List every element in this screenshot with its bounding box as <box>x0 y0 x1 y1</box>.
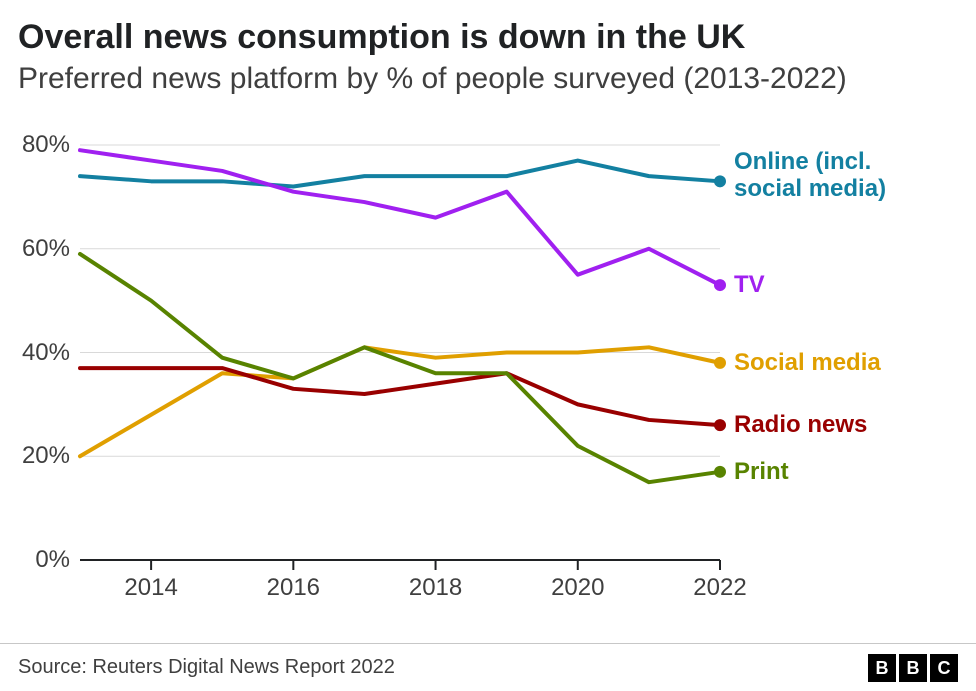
chart-area: 0%20%40%60%80%20142016201820202022 Onlin… <box>0 135 976 615</box>
bbc-logo-b1: B <box>868 654 896 682</box>
series-label-print: Print <box>734 459 789 485</box>
series-label-social: Social media <box>734 350 881 376</box>
bbc-logo-b2: B <box>899 654 927 682</box>
series-label-online: Online (incl.social media) <box>734 149 886 202</box>
series-label-tv: TV <box>734 272 765 298</box>
x-tick-label: 2020 <box>551 574 604 602</box>
y-tick-label: 80% <box>10 131 70 159</box>
y-tick-label: 60% <box>10 235 70 263</box>
footer: Source: Reuters Digital News Report 2022… <box>0 643 976 691</box>
source-text: Source: Reuters Digital News Report 2022 <box>18 656 395 679</box>
x-tick-label: 2018 <box>409 574 462 602</box>
x-tick-label: 2016 <box>267 574 320 602</box>
chart-subtitle: Preferred news platform by % of people s… <box>18 62 847 96</box>
y-tick-label: 40% <box>10 339 70 367</box>
chart-title: Overall news consumption is down in the … <box>18 18 745 57</box>
series-label-radio: Radio news <box>734 412 867 438</box>
y-tick-label: 20% <box>10 442 70 470</box>
bbc-logo: B B C <box>868 654 958 682</box>
x-tick-label: 2014 <box>124 574 177 602</box>
bbc-logo-c: C <box>930 654 958 682</box>
x-tick-label: 2022 <box>693 574 746 602</box>
y-tick-label: 0% <box>10 546 70 574</box>
